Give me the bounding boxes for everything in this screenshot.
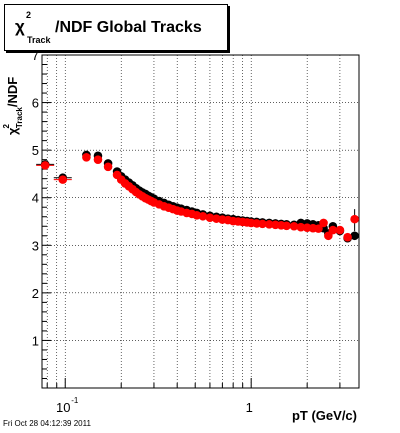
y-label-sub: Track [15, 107, 24, 128]
data-point-red [350, 214, 359, 224]
title-sub: Track [27, 35, 51, 45]
title-box: χ 2 Track /NDF Global Tracks [4, 4, 228, 51]
data-point-red [343, 232, 352, 242]
data-point-red [258, 219, 267, 229]
title-sup: 2 [26, 10, 32, 20]
title-rest: /NDF Global Tracks [55, 19, 202, 36]
axes: 1 2 3 4 5 6 7 10 -1 1 [32, 48, 341, 415]
x-tick-label-exponent: -1 [71, 396, 79, 405]
y-tick-label: 7 [32, 48, 39, 63]
y-tick-label: 5 [32, 143, 39, 158]
x-tick-label: 10 [56, 400, 70, 415]
title-chi: χ [15, 17, 25, 36]
data-point-red [198, 211, 208, 221]
data-point-red [82, 152, 91, 162]
data-point-red [40, 161, 50, 170]
data-point-red [314, 224, 323, 233]
data-point-red [289, 221, 299, 231]
x-tick-label: 1 [246, 400, 253, 415]
data-point-black [350, 231, 359, 241]
y-label-rest: /NDF [5, 77, 20, 107]
y-tick-label: 4 [32, 191, 39, 206]
data-point-red [296, 222, 306, 232]
y-label-chi: χ [5, 127, 20, 135]
data-point-red [93, 155, 103, 164]
data-point-red [58, 175, 68, 184]
y-tick-label: 1 [32, 333, 39, 348]
y-axis-label: χ2 Track/NDF [2, 77, 24, 135]
y-tick-label: 3 [32, 238, 39, 253]
data-point-red [205, 213, 215, 222]
y-tick-label: 2 [32, 286, 39, 301]
x-axis-label: pT (GeV/c) [292, 408, 357, 423]
data-point-red [103, 162, 113, 172]
data-point-red [264, 220, 274, 229]
y-label-sup: 2 [2, 124, 11, 129]
data-point-red [328, 225, 338, 235]
grid [42, 55, 359, 388]
data-marks [36, 150, 359, 243]
data-point-red [335, 225, 345, 235]
data-point-red [282, 221, 291, 231]
data-point-red [319, 218, 328, 228]
y-tick-label: 6 [32, 96, 39, 111]
timestamp-footer: Fri Oct 28 04:12:39 2011 [3, 419, 91, 428]
